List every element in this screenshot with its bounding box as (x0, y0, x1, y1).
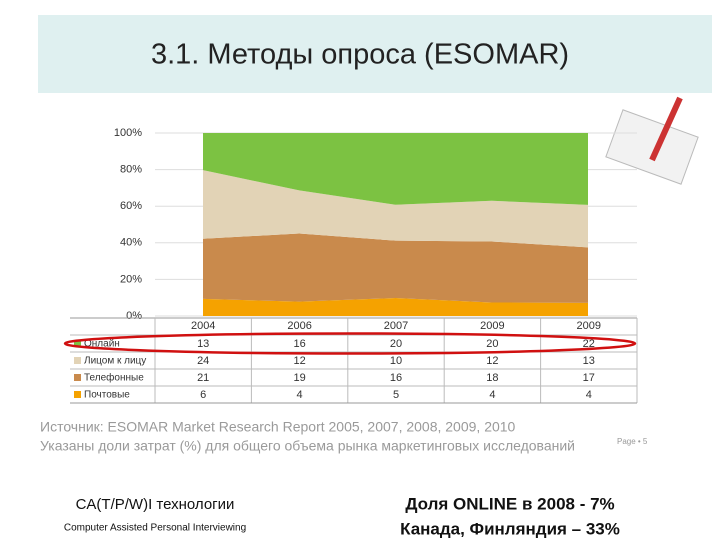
x-tick-label: 2006 (287, 320, 311, 332)
source-line: Указаны доли затрат (%) для общего объем… (40, 438, 575, 454)
legend-label: Онлайн (84, 339, 120, 350)
title-band (38, 15, 712, 93)
area (203, 133, 588, 205)
source-line: Источник: ESOMAR Market Research Report … (40, 419, 516, 435)
x-tick-label: 2007 (384, 320, 408, 332)
table-cell: 17 (583, 372, 595, 384)
x-tick-label: 2009 (480, 320, 504, 332)
note-subtitle: Computer Assisted Personal Interviewing (64, 523, 246, 534)
table-cell: 19 (293, 372, 305, 384)
table-cell: 5 (393, 389, 399, 401)
table-cell: 21 (197, 372, 209, 384)
area (203, 298, 588, 316)
slide-title: 3.1. Методы опроса (ESOMAR) (151, 39, 569, 71)
legend-label: Почтовые (84, 390, 130, 401)
legend-swatch (74, 391, 81, 398)
note-title: CA(T/P/W)I технологии (76, 496, 235, 513)
y-tick-label: 100% (114, 127, 142, 139)
y-tick-label: 20% (120, 273, 142, 285)
note-line: Канада, Финляндия – 33% (400, 519, 620, 538)
legend-label: Телефонные (84, 372, 144, 384)
table-cell: 13 (197, 338, 209, 350)
table-cell: 4 (297, 389, 303, 401)
table-cell: 6 (200, 389, 206, 401)
area (203, 170, 588, 248)
table-cell: 4 (489, 389, 495, 401)
icon (605, 96, 699, 185)
note-line: Доля ONLINE в 2008 - 7% (405, 494, 614, 513)
page-number: Page • 5 (617, 437, 648, 446)
y-tick-label: 60% (120, 200, 142, 212)
table-cell: 24 (197, 355, 209, 367)
table-cell: 12 (293, 355, 305, 367)
table-cell: 13 (583, 355, 595, 367)
table-cell: 20 (390, 338, 402, 350)
legend-label: Лицом к лицу (84, 356, 146, 367)
highlight (63, 332, 637, 355)
y-tick-label: 0% (126, 310, 142, 322)
legend-swatch (74, 340, 81, 347)
legend-swatch (74, 374, 81, 381)
table-cell: 10 (390, 355, 402, 367)
table-cell: 18 (486, 372, 498, 384)
x-tick-label: 2004 (191, 320, 215, 332)
y-tick-label: 40% (120, 237, 142, 249)
table-cell: 16 (390, 372, 402, 384)
x-tick-label: 2009 (577, 320, 601, 332)
table-cell: 16 (293, 338, 305, 350)
table-cell: 20 (486, 338, 498, 350)
legend-swatch (74, 357, 81, 364)
table-cell: 22 (583, 338, 595, 350)
table-cell: 4 (586, 389, 592, 401)
table-cell: 12 (486, 355, 498, 367)
y-tick-label: 80% (120, 164, 142, 176)
area (203, 233, 588, 303)
